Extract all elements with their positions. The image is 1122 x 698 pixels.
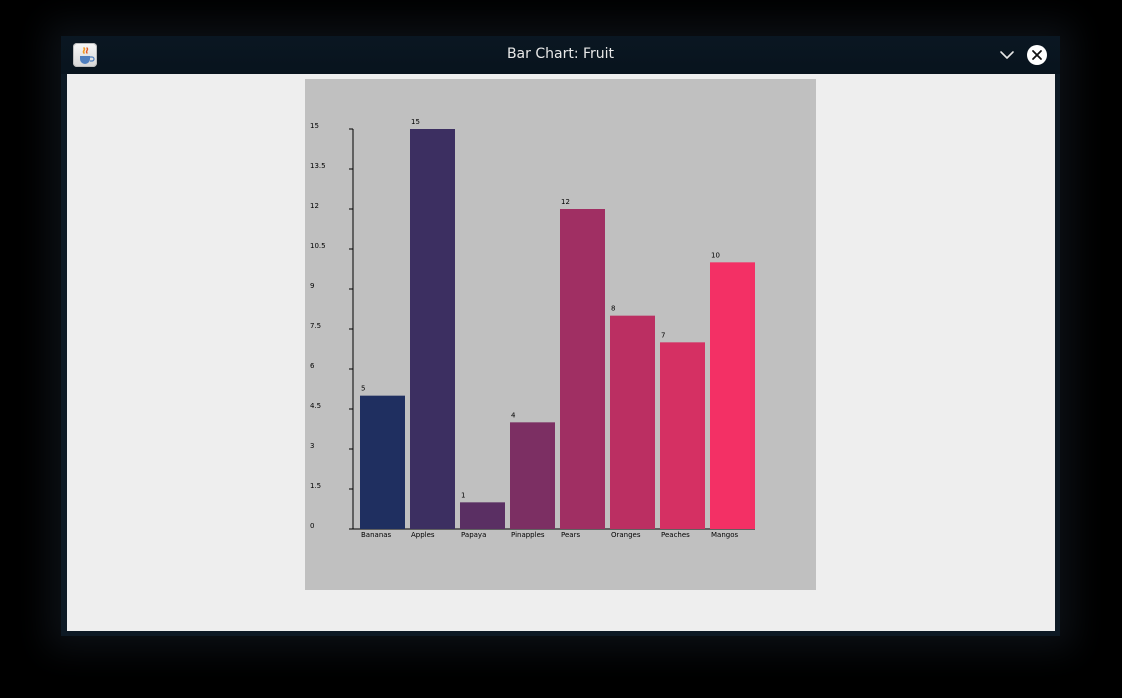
bar-pinapples [510, 422, 555, 529]
chart-panel: 0 1.5 3 4.5 6 7.5 9 10.5 12 13.5 15 5 Bananas 15 Apple… [305, 79, 816, 590]
close-icon [1027, 45, 1047, 65]
x-category-label: Pears [561, 531, 580, 539]
x-category-label: Papaya [461, 531, 486, 539]
java-cup-icon [73, 43, 97, 67]
y-tick-label: 10.5 [310, 242, 326, 250]
y-tick-label: 15 [310, 122, 319, 130]
y-tick-label: 3 [310, 442, 314, 450]
bar-chart: 0 1.5 3 4.5 6 7.5 9 10.5 12 13.5 15 5 Bananas 15 Apple… [310, 118, 755, 539]
x-category-label: Mangos [711, 531, 738, 539]
close-button[interactable] [1025, 43, 1049, 67]
y-tick-label: 4.5 [310, 402, 321, 410]
window-title: Bar Chart: Fruit [506, 46, 615, 62]
bar-bananas [360, 395, 405, 529]
chart-window: Bar Chart: Fruit 0 1.5 3 4.5 6 7.5 9 10.5 12 13.5… [61, 36, 1060, 636]
bar-value-label: 12 [561, 198, 570, 206]
bar-value-label: 4 [511, 411, 516, 419]
y-tick-label: 0 [310, 522, 314, 530]
bar-value-label: 1 [461, 491, 465, 499]
x-category-label: Peaches [661, 531, 690, 539]
bar-peaches [660, 342, 705, 529]
bar-value-label: 8 [611, 305, 615, 313]
y-tick-label: 1.5 [310, 482, 321, 490]
y-tick-label: 13.5 [310, 162, 326, 170]
x-category-label: Bananas [361, 531, 392, 539]
window-titlebar[interactable]: Bar Chart: Fruit [61, 36, 1060, 74]
bar-papaya [460, 502, 505, 529]
bar-value-label: 5 [361, 385, 365, 393]
x-category-label: Oranges [611, 531, 641, 539]
window-content: 0 1.5 3 4.5 6 7.5 9 10.5 12 13.5 15 5 Bananas 15 Apple… [67, 74, 1055, 631]
minimize-button[interactable] [995, 43, 1019, 67]
bar-value-label: 15 [411, 118, 420, 126]
bar-apples [410, 129, 455, 529]
x-category-label: Pinapples [511, 531, 545, 539]
chevron-down-icon [1000, 51, 1014, 59]
bar-mangos [710, 262, 755, 529]
bar-value-label: 10 [711, 251, 720, 259]
bar-value-label: 7 [661, 331, 665, 339]
y-tick-label: 6 [310, 362, 315, 370]
bar-pears [560, 209, 605, 529]
bar-oranges [610, 315, 655, 529]
y-tick-label: 7.5 [310, 322, 321, 330]
y-tick-label: 9 [310, 282, 314, 290]
y-tick-label: 12 [310, 202, 319, 210]
x-category-label: Apples [411, 531, 435, 539]
